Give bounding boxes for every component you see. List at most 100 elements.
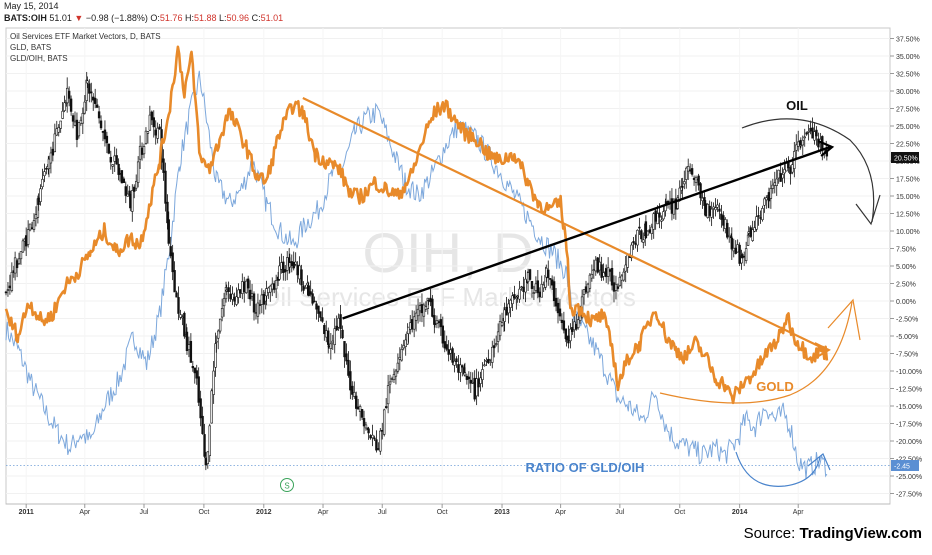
oih-candle-body bbox=[6, 289, 10, 291]
oih-candle-body bbox=[353, 392, 356, 397]
oih-candle-body bbox=[654, 210, 657, 222]
oih-candle-body bbox=[785, 163, 788, 172]
oih-candle-body bbox=[771, 184, 775, 189]
oih-candle-body bbox=[206, 451, 209, 464]
oih-candle-body bbox=[712, 206, 715, 209]
oih-candle-body bbox=[107, 143, 111, 154]
oih-candle-body bbox=[575, 323, 578, 330]
oih-candle-body bbox=[227, 287, 230, 293]
event-marker-label[interactable]: S bbox=[284, 482, 289, 491]
oih-candle-body bbox=[552, 281, 556, 302]
change-down-icon: ▼ bbox=[74, 13, 84, 23]
oih-candle-body bbox=[302, 285, 305, 291]
oih-candle-body bbox=[231, 293, 234, 300]
oih-candle-body bbox=[493, 345, 496, 349]
oih-candle-body bbox=[124, 186, 127, 196]
oih-candle-body bbox=[358, 406, 362, 412]
oih-candle-body bbox=[86, 80, 89, 84]
oih-candle-body bbox=[55, 128, 58, 136]
price-badge bbox=[891, 152, 919, 163]
oih-candle-body bbox=[532, 292, 536, 294]
y-tick-label: 2.50% bbox=[896, 282, 916, 289]
oih-candle-body bbox=[341, 329, 344, 339]
oih-candle-body bbox=[73, 121, 77, 126]
oil-forecast-arrowhead bbox=[855, 194, 881, 226]
oih-candle-body bbox=[398, 356, 402, 360]
oih-candle-body bbox=[189, 340, 193, 363]
oih-candle-body bbox=[383, 409, 386, 435]
header-open: 51.76 bbox=[159, 13, 183, 23]
y-tick-label: 10.00% bbox=[896, 229, 920, 236]
oih-candle-body bbox=[795, 144, 798, 151]
event-marker[interactable]: S bbox=[280, 478, 294, 492]
oih-candle-body bbox=[156, 127, 159, 139]
oih-candle-body bbox=[185, 331, 189, 352]
oih-candle-body bbox=[463, 372, 467, 376]
oih-candle-body bbox=[817, 138, 820, 148]
oih-candle-body bbox=[692, 177, 696, 180]
oih-candle-body bbox=[687, 166, 690, 172]
oil-trendline bbox=[342, 145, 831, 320]
oih-candle-body bbox=[77, 122, 81, 137]
oih-candle-body bbox=[292, 261, 295, 269]
oih-candle-body bbox=[596, 257, 599, 273]
oih-candle-body bbox=[779, 173, 782, 182]
oih-candle-body bbox=[4, 291, 8, 294]
oih-candle-body bbox=[105, 135, 109, 144]
oih-candle-body bbox=[373, 437, 376, 440]
oih-candle-body bbox=[158, 126, 161, 130]
oih-candle-body bbox=[683, 181, 686, 185]
oih-candle-body bbox=[199, 398, 202, 419]
legend-ratio[interactable]: GLD/OIH, BATS bbox=[10, 54, 68, 63]
y-tick-label: 25.00% bbox=[896, 124, 920, 131]
oih-candle-body bbox=[746, 234, 750, 246]
oih-candle-body bbox=[588, 274, 592, 289]
oih-candle-body bbox=[494, 343, 498, 345]
oih-candle-body bbox=[15, 260, 19, 269]
oih-candle-body bbox=[400, 348, 403, 361]
oih-candle-body bbox=[51, 148, 55, 156]
oih-candle-body bbox=[620, 275, 624, 281]
oil-trendline-arrowhead bbox=[817, 139, 835, 157]
oih-candle-body bbox=[146, 131, 150, 134]
oih-candle-body bbox=[813, 131, 816, 141]
oih-candle-body bbox=[337, 317, 340, 328]
y-tick-label: 7.50% bbox=[896, 247, 916, 254]
event-marker-circle[interactable] bbox=[280, 478, 294, 492]
oih-candle-body bbox=[602, 272, 605, 277]
legend-oih[interactable]: Oil Services ETF Market Vectors, D, BATS bbox=[10, 32, 161, 41]
oih-candle-body bbox=[714, 207, 717, 211]
y-tick-label: -25.00% bbox=[896, 474, 922, 481]
header-close: 51.01 bbox=[260, 13, 284, 23]
oih-candle-body bbox=[511, 295, 514, 305]
oih-candle-body bbox=[217, 330, 220, 339]
oih-candle-body bbox=[498, 321, 502, 337]
x-axis: 2011 Apr Jul Oct 2012 Apr Jul Oct 2013 Apr Jul Oct 2… bbox=[6, 503, 890, 516]
header-date: May 15, 2014 bbox=[4, 1, 59, 11]
oih-candle-body bbox=[699, 183, 702, 199]
oih-candle-body bbox=[416, 308, 420, 317]
x-tick-label: Apr bbox=[79, 509, 91, 516]
oih-candle-body bbox=[457, 364, 460, 373]
watermark-title: OIH, D bbox=[362, 221, 533, 284]
legend-gld[interactable]: GLD, BATS bbox=[10, 43, 52, 52]
x-tick-label: 2014 bbox=[732, 509, 748, 516]
oih-candle-body bbox=[290, 261, 293, 266]
oih-candle-body bbox=[45, 168, 48, 170]
oih-candle-body bbox=[409, 322, 412, 330]
oih-candle-body bbox=[801, 139, 804, 146]
oih-candle-body bbox=[313, 300, 316, 303]
oih-candle-body bbox=[496, 331, 500, 342]
oih-candle-body bbox=[576, 319, 580, 328]
oih-candle-body bbox=[171, 252, 174, 273]
oih-candle-body bbox=[179, 314, 182, 318]
oih-candle-body bbox=[648, 229, 651, 233]
oih-candle-body bbox=[646, 230, 650, 236]
oih-candle-body bbox=[742, 255, 746, 258]
price-badge bbox=[891, 460, 919, 471]
oih-candle-body bbox=[254, 312, 258, 314]
oih-candle-body bbox=[136, 161, 140, 183]
oih-candle-body bbox=[17, 258, 21, 264]
oih-candle-body bbox=[753, 227, 756, 232]
oih-candle-body bbox=[681, 185, 684, 188]
